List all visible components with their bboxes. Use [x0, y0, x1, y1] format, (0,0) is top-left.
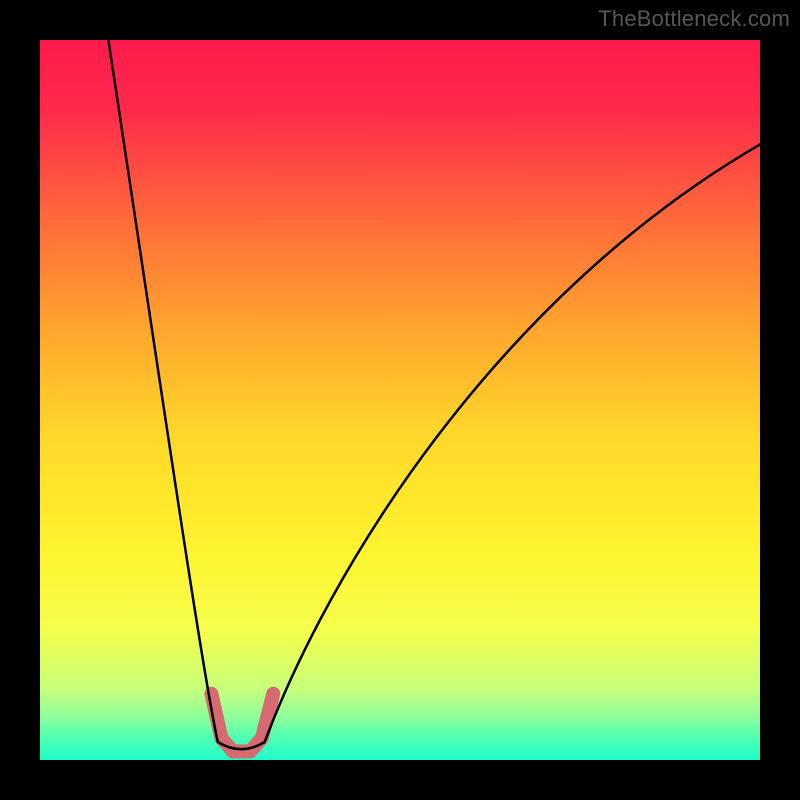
bottleneck-chart: [0, 0, 800, 800]
gradient-background: [40, 40, 760, 760]
watermark-label: TheBottleneck.com: [598, 6, 790, 32]
